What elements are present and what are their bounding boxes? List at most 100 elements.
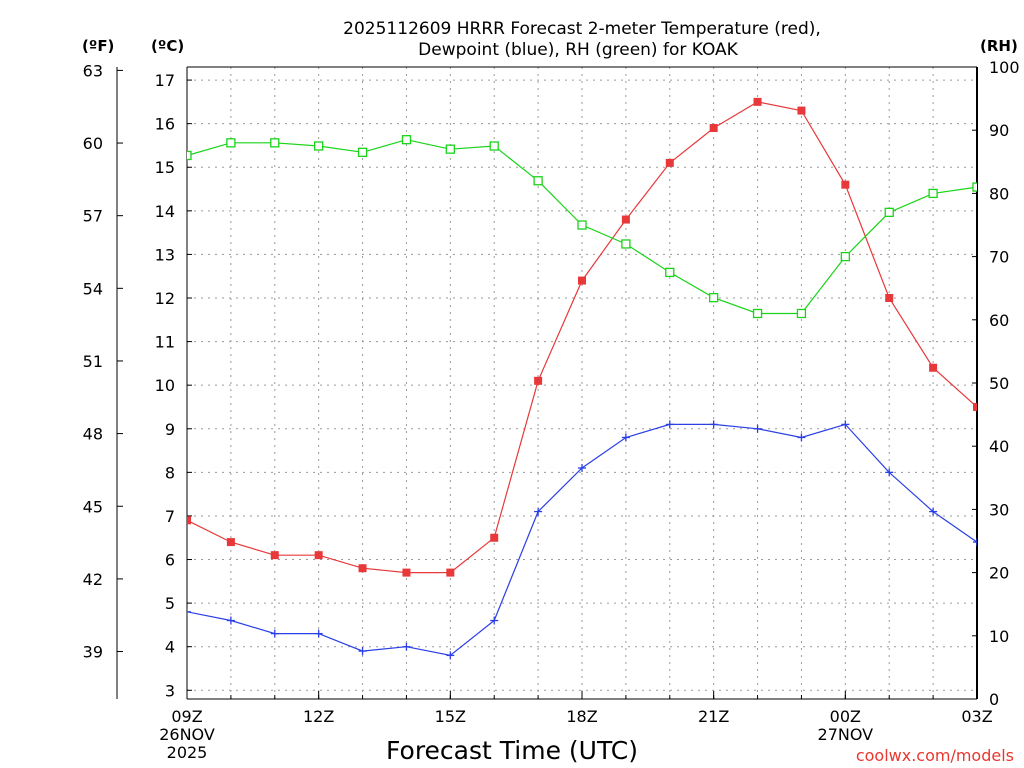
celsius-tick-label: 14	[155, 202, 175, 221]
fahrenheit-tick-label: 39	[83, 643, 103, 662]
fahrenheit-tick-label: 48	[83, 425, 103, 444]
temperature-point	[841, 180, 850, 189]
x-tick-label: 00Z	[830, 707, 861, 726]
celsius-tick-label: 11	[155, 333, 175, 352]
x-tick-label: 09Z	[171, 707, 202, 726]
rh-point	[709, 293, 719, 303]
fahrenheit-tick-label: 45	[83, 497, 103, 516]
rh-tick-label: 100	[989, 58, 1020, 77]
dewpoint-point	[797, 433, 806, 442]
rh-point	[840, 251, 850, 262]
dewpoint-point	[578, 463, 586, 472]
temperature-point	[446, 568, 455, 577]
rh-tick-label: 70	[989, 248, 1009, 267]
temperature-point	[753, 97, 762, 106]
dewpoint-point	[929, 507, 938, 516]
x-tick-label: 03Z	[961, 707, 992, 726]
dewpoint-point	[621, 433, 630, 442]
x-tick-label: 12Z	[303, 707, 334, 726]
celsius-tick-label: 5	[165, 594, 175, 613]
dewpoint-point	[358, 647, 367, 656]
celsius-tick-label: 6	[165, 551, 175, 570]
celsius-tick-label: 12	[155, 289, 175, 308]
rh-point	[489, 141, 499, 151]
rh-point	[445, 144, 455, 154]
celsius-tick-label: 10	[155, 376, 175, 395]
rh-unit-label: (RH)	[980, 37, 1018, 55]
rh-tick-label: 30	[989, 500, 1009, 519]
dewpoint-point	[314, 629, 323, 638]
dewpoint-point	[270, 629, 279, 638]
rh-tick-label: 40	[989, 437, 1009, 456]
rh-point	[884, 207, 894, 218]
temperature-point	[885, 294, 894, 303]
data-series	[187, 97, 977, 660]
rh-point	[533, 176, 543, 186]
temperature-point	[621, 215, 630, 224]
dewpoint-series	[187, 420, 977, 660]
rh-tick-label: 90	[989, 121, 1009, 140]
rh-point	[972, 182, 977, 192]
x-date-label: 27NOV	[818, 725, 874, 744]
rh-point	[796, 308, 807, 319]
celsius-tick-label: 9	[165, 420, 175, 439]
rh-point	[357, 147, 368, 157]
rh-point	[187, 150, 192, 161]
fahrenheit-tick-label: 60	[83, 134, 103, 153]
rh-tick-label: 60	[989, 311, 1009, 330]
fahrenheit-unit-label: (ºF)	[82, 37, 114, 55]
rh-point	[928, 188, 938, 199]
temperature-point	[490, 533, 499, 542]
rh-point	[401, 135, 412, 145]
dewpoint-point	[187, 607, 191, 616]
dewpoint-point	[534, 507, 543, 516]
temperature-point	[797, 106, 806, 115]
temperature-point	[358, 564, 367, 573]
temperature-point	[534, 376, 543, 385]
fahrenheit-tick-label: 57	[83, 207, 103, 226]
x-year-label: 2025	[167, 743, 208, 762]
temperature-point	[578, 276, 586, 285]
rh-tick-label: 0	[989, 690, 999, 709]
rh-tick-label: 50	[989, 374, 1009, 393]
temperature-point	[665, 158, 674, 167]
celsius-tick-label: 8	[165, 463, 175, 482]
x-axis-title: Forecast Time (UTC)	[386, 736, 638, 765]
dewpoint-point	[402, 642, 411, 651]
credit-text: coolwx.com/models	[856, 746, 1014, 765]
temperature-point	[270, 551, 279, 560]
dewpoint-point	[226, 616, 235, 625]
temperature-point	[314, 551, 323, 560]
rh-point	[577, 220, 587, 230]
temperature-point	[402, 568, 411, 577]
celsius-tick-label: 3	[165, 681, 175, 700]
temperature-series	[187, 97, 977, 577]
temperature-point	[929, 363, 938, 372]
fahrenheit-tick-label: 42	[83, 570, 103, 589]
rh-point	[270, 138, 280, 148]
celsius-tick-label: 16	[155, 115, 175, 134]
dewpoint-point	[973, 538, 977, 547]
celsius-tick-label: 13	[155, 245, 175, 264]
dewpoint-point	[490, 616, 499, 625]
rh-point	[621, 239, 631, 249]
temperature-point	[709, 124, 718, 133]
rh-point	[226, 138, 236, 148]
celsius-tick-label: 4	[165, 638, 175, 657]
x-tick-label: 18Z	[566, 707, 597, 726]
temperature-point	[187, 516, 191, 525]
celsius-unit-label: (ºC)	[151, 37, 184, 55]
dewpoint-point	[753, 424, 762, 433]
dewpoint-point	[841, 420, 850, 429]
rh-series	[187, 135, 977, 319]
dewpoint-point	[446, 651, 455, 660]
chart-title-line1: 2025112609 HRRR Forecast 2-meter Tempera…	[343, 19, 821, 39]
rh-tick-label: 20	[989, 564, 1009, 583]
rh-tick-label: 80	[989, 184, 1009, 203]
fahrenheit-tick-label: 63	[83, 61, 103, 80]
chart-title-line2: Dewpoint (blue), RH (green) for KOAK	[418, 40, 739, 60]
temperature-point	[973, 402, 977, 411]
axes: 3942454851545760633456789101112131415161…	[83, 58, 1020, 762]
